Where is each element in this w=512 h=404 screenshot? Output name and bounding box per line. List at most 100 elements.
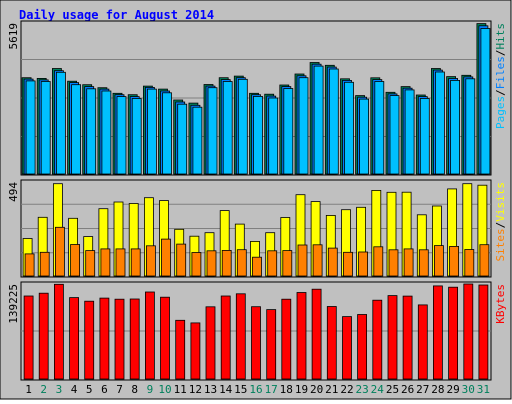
x-tick-label-day-7: 7 [116,383,123,396]
bar-kbytes-day-27 [417,304,428,380]
x-tick-label-day-15: 15 [234,383,247,396]
x-tick-label-day-5: 5 [86,383,93,396]
chart-panels: 5619Pages/Files/Hits494Sites/Visits13922… [7,20,507,381]
bar-pages-day-15 [237,78,248,175]
bar-pages-day-7 [116,96,127,175]
x-tick-label-day-12: 12 [189,383,202,396]
bar-kbytes-day-30 [463,283,474,380]
series-side-label: Pages/Files/Hits [494,23,507,129]
bar-sites-day-31 [479,244,490,277]
bar-pages-day-1 [25,80,36,175]
bar-sites-day-4 [70,244,80,277]
bar-kbytes-day-13 [205,306,216,380]
bar-kbytes-day-31 [478,284,489,380]
bar-sites-day-17 [267,250,278,277]
legend-files: Files [494,56,507,89]
bar-sites-day-23 [358,251,369,277]
bar-sites-day-27 [418,249,429,277]
x-tick-label-day-22: 22 [340,383,353,396]
x-tick-label-day-21: 21 [325,383,338,396]
x-tick-label-day-13: 13 [204,383,217,396]
bar-pages-day-25 [389,95,400,175]
x-tick-label-day-6: 6 [101,383,108,396]
x-tick-label-day-20: 20 [310,383,323,396]
bar-kbytes-day-23 [357,314,368,380]
x-tick-label-day-11: 11 [174,383,187,396]
bar-pages-day-17 [268,97,279,175]
x-tick-label-day-9: 9 [147,383,154,396]
bar-pages-day-14 [222,81,233,175]
bar-sites-day-29 [449,245,460,277]
bar-sites-day-22 [343,251,353,277]
x-tick-label-day-30: 30 [462,383,475,396]
legend-pages: Pages [494,96,507,129]
x-tick-label-day-19: 19 [295,383,308,396]
x-tick-label-day-26: 26 [401,383,414,396]
axis-max-label: 5619 [7,23,20,50]
bar-sites-day-9 [145,245,156,277]
bar-pages-day-5 [86,88,97,175]
bar-kbytes-day-6 [99,297,110,380]
bar-kbytes-day-25 [387,295,398,380]
x-axis-labels: 1 2 3 4 5 6 7 8 9 10 11 12 13 14 15 16 17 18 19 20 21 22 23 24 2… [25,383,490,396]
bar-sites-day-28 [433,245,444,277]
bar-pages-day-8 [131,98,142,175]
label-separator: / [494,89,507,96]
x-tick-label-day-2: 2 [40,383,47,396]
bar-kbytes-day-12 [190,322,201,380]
bar-kbytes-day-10 [160,296,170,380]
bar-pages-day-4 [71,84,81,175]
bar-pages-day-16 [253,96,263,175]
x-tick-label-day-27: 27 [416,383,429,396]
bar-kbytes-day-11 [175,319,186,380]
bar-kbytes-day-17 [266,309,277,380]
bar-kbytes-day-28 [432,285,443,380]
bar-sites-day-18 [282,250,293,277]
x-tick-label-day-29: 29 [446,383,459,396]
legend-sites: Sites [494,228,507,261]
bar-pages-day-27 [419,98,430,175]
bar-sites-day-21 [327,247,338,277]
bar-sites-day-14 [221,249,232,277]
bar-sites-day-5 [85,250,96,277]
bar-sites-day-1 [24,253,35,277]
bar-kbytes-day-19 [296,292,307,380]
bar-pages-day-12 [192,106,203,175]
bar-kbytes-day-20 [311,288,322,380]
series-side-label: KBytes [494,284,507,324]
bar-kbytes-day-26 [402,295,413,380]
x-tick-label-day-28: 28 [431,383,444,396]
bar-pages-day-26 [404,89,415,175]
bar-pages-day-20 [313,65,324,175]
bar-pages-day-21 [328,68,339,175]
bar-pages-day-22 [344,81,354,175]
bar-kbytes-day-5 [84,300,95,380]
x-tick-label-day-3: 3 [56,383,63,396]
x-tick-label-day-24: 24 [371,383,385,396]
legend-visits: Visits [494,182,507,222]
bar-pages-day-29 [450,80,461,175]
bar-kbytes-day-22 [342,316,352,380]
bar-kbytes-day-3 [54,283,64,380]
bar-pages-day-24 [374,81,385,175]
x-tick-label-day-16: 16 [249,383,262,396]
x-tick-label-day-17: 17 [265,383,278,396]
x-tick-label-day-10: 10 [158,383,171,396]
bar-kbytes-day-9 [144,291,155,380]
bar-kbytes-day-7 [114,298,125,380]
bar-kbytes-day-8 [129,298,140,380]
x-tick-label-day-4: 4 [71,383,78,396]
bar-pages-day-31 [480,28,491,175]
bar-kbytes-day-2 [38,292,49,380]
bar-sites-day-3 [55,226,65,277]
bar-kbytes-day-1 [23,295,34,380]
bar-pages-day-18 [283,88,294,175]
legend-hits: Hits [494,23,507,50]
axis-max-label: 494 [7,182,20,202]
bar-kbytes-day-16 [251,306,261,380]
bar-kbytes-day-29 [448,286,459,380]
bar-sites-day-19 [297,244,308,277]
